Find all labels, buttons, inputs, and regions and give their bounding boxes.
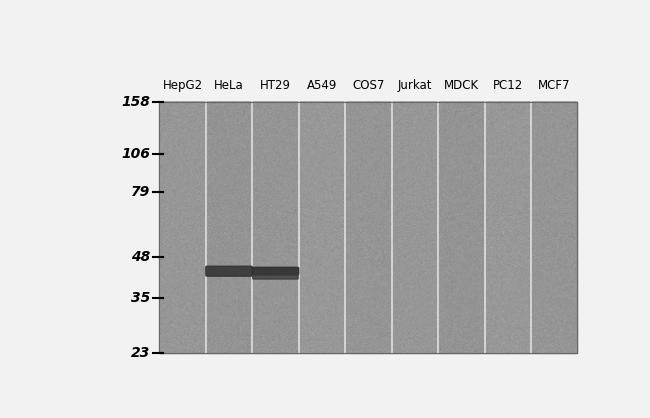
Bar bbox=[253, 102, 298, 353]
Bar bbox=[159, 102, 577, 353]
FancyBboxPatch shape bbox=[206, 266, 252, 276]
Text: 158: 158 bbox=[122, 94, 150, 109]
Bar bbox=[300, 102, 345, 353]
Bar bbox=[160, 102, 205, 353]
Bar bbox=[81, 50, 157, 372]
Text: 79: 79 bbox=[131, 185, 150, 199]
Text: MDCK: MDCK bbox=[444, 79, 479, 92]
Text: 35: 35 bbox=[131, 291, 150, 305]
Text: MCF7: MCF7 bbox=[538, 79, 571, 92]
Text: 48: 48 bbox=[131, 250, 150, 264]
Bar bbox=[207, 102, 252, 353]
FancyBboxPatch shape bbox=[252, 268, 299, 275]
Text: 23: 23 bbox=[131, 346, 150, 360]
Text: 106: 106 bbox=[122, 147, 150, 161]
Bar bbox=[346, 102, 391, 353]
Text: HT29: HT29 bbox=[260, 79, 291, 92]
Text: HeLa: HeLa bbox=[214, 79, 244, 92]
Text: 79: 79 bbox=[131, 185, 150, 199]
Text: Jurkat: Jurkat bbox=[398, 79, 432, 92]
Text: 23: 23 bbox=[131, 346, 150, 360]
Bar bbox=[532, 102, 577, 353]
Text: 35: 35 bbox=[131, 291, 150, 305]
Text: COS7: COS7 bbox=[352, 79, 385, 92]
Bar bbox=[393, 102, 437, 353]
Text: 158: 158 bbox=[122, 94, 150, 109]
FancyBboxPatch shape bbox=[253, 273, 298, 279]
Bar bbox=[159, 102, 577, 353]
Text: HepG2: HepG2 bbox=[162, 79, 203, 92]
Text: 106: 106 bbox=[122, 147, 150, 161]
Bar bbox=[486, 102, 530, 353]
Bar bbox=[439, 102, 484, 353]
Text: PC12: PC12 bbox=[493, 79, 523, 92]
Text: 48: 48 bbox=[131, 250, 150, 264]
Text: A549: A549 bbox=[307, 79, 337, 92]
